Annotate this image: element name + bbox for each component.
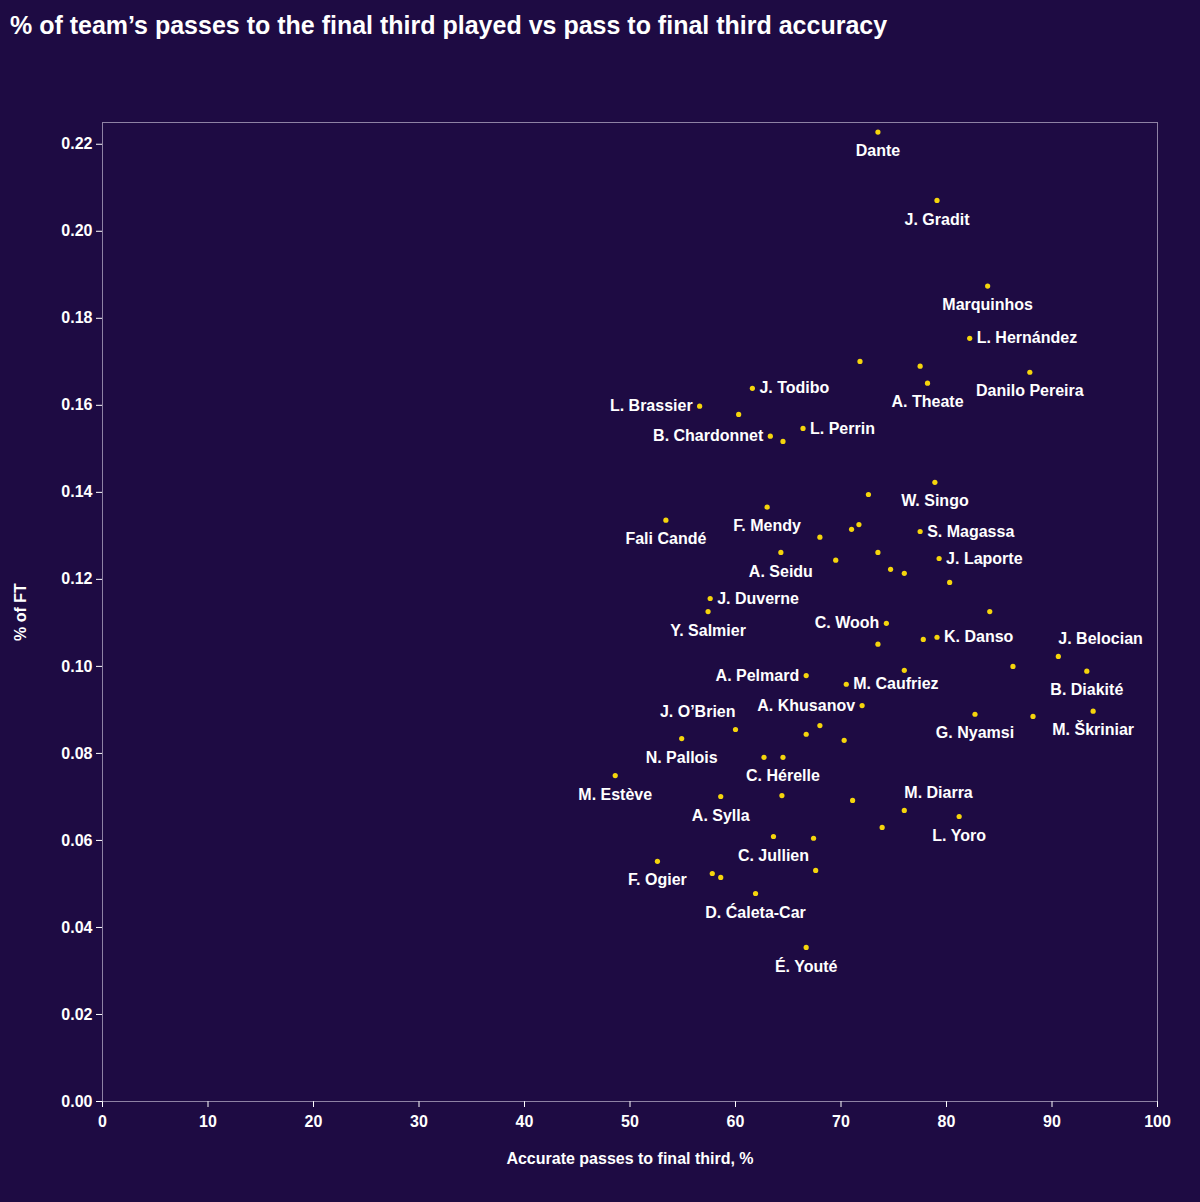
svg-text:J. Duverne: J. Duverne — [717, 590, 799, 607]
svg-text:0: 0 — [98, 1113, 107, 1130]
svg-text:Danilo Pereira: Danilo Pereira — [976, 382, 1084, 399]
svg-text:C. Hérelle: C. Hérelle — [746, 767, 820, 784]
svg-text:Accurate passes to final third: Accurate passes to final third, % — [506, 1150, 753, 1167]
svg-text:J. Belocian: J. Belocian — [1058, 630, 1142, 647]
svg-text:L. Hernández: L. Hernández — [977, 329, 1077, 346]
svg-text:20: 20 — [305, 1113, 323, 1130]
svg-text:% of FT: % of FT — [12, 583, 29, 641]
svg-text:A. Pelmard: A. Pelmard — [716, 667, 800, 684]
svg-text:A. Seidu: A. Seidu — [749, 563, 813, 580]
svg-text:60: 60 — [727, 1113, 745, 1130]
svg-text:0.14: 0.14 — [61, 483, 92, 500]
svg-text:50: 50 — [621, 1113, 639, 1130]
svg-text:0.02: 0.02 — [61, 1006, 92, 1023]
svg-text:L. Yoro: L. Yoro — [932, 827, 986, 844]
svg-text:M. Estève: M. Estève — [578, 786, 652, 803]
svg-text:Marquinhos: Marquinhos — [942, 296, 1033, 313]
svg-text:L. Perrin: L. Perrin — [810, 420, 875, 437]
svg-text:G. Nyamsi: G. Nyamsi — [936, 724, 1014, 741]
svg-text:N. Pallois: N. Pallois — [646, 749, 718, 766]
html-text:% of team’s passes to the fina: % of team’s passes to the final third pl… — [10, 11, 888, 39]
svg-text:W. Singo: W. Singo — [901, 492, 969, 509]
svg-text:C. Jullien: C. Jullien — [738, 847, 809, 864]
svg-text:A. Khusanov: A. Khusanov — [757, 697, 855, 714]
svg-text:S. Magassa: S. Magassa — [927, 523, 1014, 540]
svg-text:M. Caufriez: M. Caufriez — [853, 675, 938, 692]
svg-text:C. Wooh: C. Wooh — [815, 614, 880, 631]
svg-text:B. Diakité: B. Diakité — [1050, 681, 1123, 698]
svg-text:L. Brassier: L. Brassier — [610, 397, 693, 414]
svg-text:100: 100 — [1144, 1113, 1171, 1130]
svg-text:J. Gradit: J. Gradit — [905, 211, 971, 228]
svg-text:B. Chardonnet: B. Chardonnet — [653, 427, 764, 444]
svg-text:0.16: 0.16 — [61, 396, 92, 413]
svg-text:M. Škriniar: M. Škriniar — [1052, 720, 1134, 738]
svg-text:40: 40 — [516, 1113, 534, 1130]
svg-text:0.04: 0.04 — [61, 919, 92, 936]
svg-text:0.18: 0.18 — [61, 309, 92, 326]
svg-text:0.00: 0.00 — [61, 1093, 92, 1110]
svg-text:Fali Candé: Fali Candé — [625, 530, 706, 547]
svg-text:80: 80 — [938, 1113, 956, 1130]
svg-text:0.10: 0.10 — [61, 658, 92, 675]
svg-text:A. Sylla: A. Sylla — [692, 807, 750, 824]
html-text:TFA: TFA — [152, 538, 497, 734]
svg-text:K. Danso: K. Danso — [944, 628, 1014, 645]
svg-text:0.20: 0.20 — [61, 222, 92, 239]
svg-text:0.08: 0.08 — [61, 745, 92, 762]
svg-text:D. Ćaleta-Car: D. Ćaleta-Car — [705, 903, 805, 921]
svg-text:Y. Salmier: Y. Salmier — [670, 622, 746, 639]
svg-text:J. O’Brien: J. O’Brien — [660, 703, 736, 720]
svg-text:0.22: 0.22 — [61, 135, 92, 152]
svg-text:90: 90 — [1043, 1113, 1061, 1130]
svg-text:J. Todibo: J. Todibo — [759, 379, 829, 396]
svg-text:É. Youté: É. Youté — [775, 957, 838, 975]
svg-text:F. Mendy: F. Mendy — [733, 517, 801, 534]
svg-text:A. Theate: A. Theate — [892, 393, 964, 410]
svg-text:J. Laporte: J. Laporte — [946, 550, 1023, 567]
svg-text:Dante: Dante — [856, 142, 901, 159]
svg-text:0.06: 0.06 — [61, 832, 92, 849]
svg-text:F. Ogier: F. Ogier — [628, 871, 687, 888]
svg-text:70: 70 — [832, 1113, 850, 1130]
svg-text:30: 30 — [410, 1113, 428, 1130]
svg-text:M. Diarra: M. Diarra — [904, 784, 973, 801]
svg-text:10: 10 — [199, 1113, 217, 1130]
svg-text:0.12: 0.12 — [61, 570, 92, 587]
